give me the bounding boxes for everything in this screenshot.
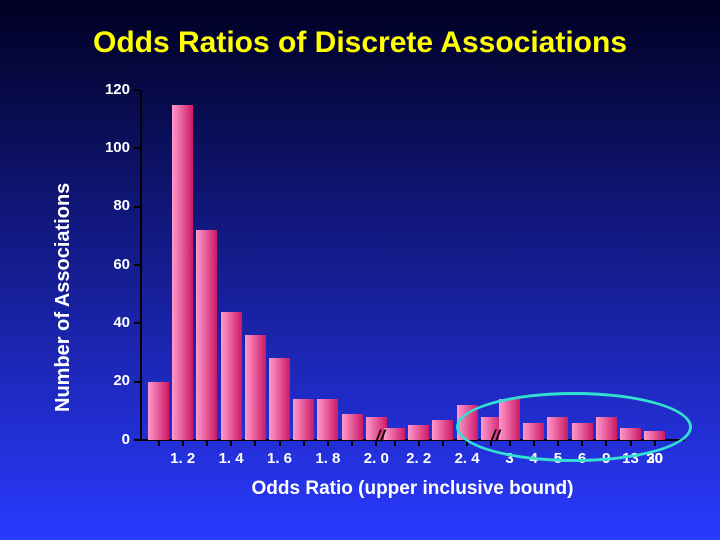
y-tick-label: 0: [122, 431, 130, 448]
y-tick: [134, 89, 140, 91]
x-tick: [206, 440, 208, 446]
y-tick-label: 20: [113, 372, 130, 389]
x-tick: [418, 440, 420, 446]
x-tick: [327, 440, 329, 446]
x-tick: [394, 440, 396, 446]
y-tick-label: 100: [105, 139, 130, 156]
bar: [317, 399, 338, 440]
x-tick: [442, 440, 444, 446]
y-tick: [134, 206, 140, 208]
bar: [172, 105, 193, 440]
y-tick-label: 120: [105, 81, 130, 98]
bar: [148, 382, 169, 440]
bar: [269, 358, 290, 440]
bar: [432, 420, 453, 440]
highlight-ellipse: [456, 392, 692, 462]
x-tick: [303, 440, 305, 446]
bar: [293, 399, 314, 440]
axis-break-mark: //: [376, 428, 385, 446]
x-tick: [230, 440, 232, 446]
y-tick: [134, 381, 140, 383]
y-tick: [134, 322, 140, 324]
x-tick: [158, 440, 160, 446]
chart-title: Odds Ratios of Discrete Associations: [0, 26, 720, 60]
x-axis-label: Odds Ratio (upper inclusive bound): [140, 478, 685, 500]
y-tick: [134, 264, 140, 266]
bar: [196, 230, 217, 440]
y-axis-line: [140, 90, 142, 440]
x-tick-label: 2. 0: [364, 450, 389, 467]
x-tick-label: 1. 2: [170, 450, 195, 467]
bar: [245, 335, 266, 440]
bar: [342, 414, 363, 440]
x-tick: [254, 440, 256, 446]
bar: [384, 428, 405, 440]
x-tick-label: 2. 2: [406, 450, 431, 467]
y-tick-label: 80: [113, 197, 130, 214]
x-tick-label: 1. 4: [219, 450, 244, 467]
plot-area: [140, 90, 685, 440]
x-tick-label: 1. 6: [267, 450, 292, 467]
bar: [221, 312, 242, 440]
x-tick-label: 2. 4: [455, 450, 480, 467]
y-tick: [134, 439, 140, 441]
slide: Odds Ratios of Discrete Associations Num…: [0, 0, 720, 540]
x-tick: [279, 440, 281, 446]
x-tick: [182, 440, 184, 446]
y-axis-label: Number of Associations: [52, 183, 75, 412]
y-tick-label: 60: [113, 256, 130, 273]
y-tick-label: 40: [113, 314, 130, 331]
x-tick: [351, 440, 353, 446]
y-tick: [134, 147, 140, 149]
x-tick-label: 1. 8: [315, 450, 340, 467]
bar: [408, 425, 429, 440]
